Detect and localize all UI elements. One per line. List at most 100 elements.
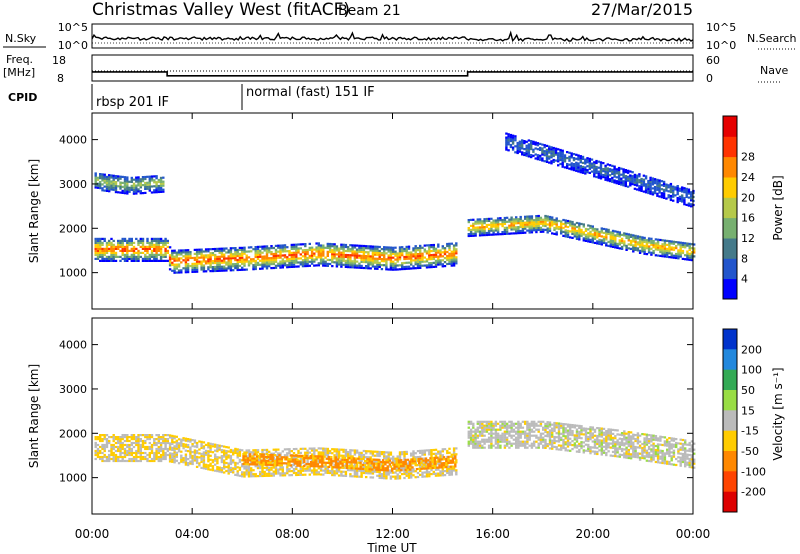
- power-cell: [532, 148, 535, 151]
- velocity-cell: [286, 470, 289, 473]
- power-cell: [153, 255, 156, 258]
- n-search-tick-top: 10^5: [706, 21, 736, 34]
- power-cell: [599, 169, 603, 172]
- power-cell: [496, 231, 500, 234]
- power-cell: [155, 249, 158, 252]
- power-cell: [564, 221, 567, 224]
- power-cell: [148, 241, 151, 244]
- velocity-cell: [377, 468, 380, 471]
- power-cell: [173, 263, 176, 266]
- velocity-cell: [485, 422, 489, 425]
- velocity-cell: [344, 454, 348, 458]
- velocity-cell: [333, 474, 336, 477]
- power-cell: [96, 255, 100, 258]
- power-cell: [667, 184, 670, 187]
- velocity-cell: [269, 457, 272, 460]
- power-cell: [441, 255, 444, 258]
- velocity-cell: [166, 449, 169, 453]
- power-cell: [117, 239, 120, 242]
- velocity-cell: [175, 459, 178, 462]
- power-cell: [472, 232, 475, 235]
- power-cell: [650, 239, 653, 242]
- velocity-cell: [438, 460, 441, 463]
- power-cell: [344, 253, 348, 257]
- velocity-cell: [288, 448, 291, 451]
- power-cell: [378, 251, 381, 255]
- velocity-cell: [243, 467, 246, 470]
- velocity-cell: [362, 461, 366, 465]
- velocity-cell: [467, 432, 470, 435]
- velocity-cell: [128, 453, 131, 457]
- power-cell: [189, 251, 192, 254]
- power-cell: [492, 219, 495, 222]
- power-cell: [148, 253, 151, 256]
- velocity-cell: [245, 471, 248, 474]
- power-cell: [537, 224, 540, 227]
- power-cell: [259, 259, 262, 262]
- power-cell: [374, 253, 377, 256]
- velocity-cell: [175, 445, 178, 448]
- power-cell: [263, 249, 266, 252]
- velocity-cell: [246, 461, 250, 464]
- velocity-cell: [405, 464, 408, 467]
- power-cell: [546, 219, 549, 222]
- power-cell: [552, 152, 555, 156]
- power-cell: [123, 237, 127, 240]
- velocity-cell: [218, 444, 221, 447]
- power-cell: [139, 184, 142, 187]
- velocity-cell: [241, 475, 244, 478]
- power-cell: [360, 264, 363, 267]
- velocity-cell: [168, 452, 172, 455]
- power-cell: [252, 260, 255, 263]
- power-cell: [662, 188, 666, 191]
- velocity-cell: [254, 449, 257, 452]
- power-cell: [678, 187, 682, 190]
- velocity-cell: [319, 451, 323, 454]
- power-cell: [202, 258, 206, 261]
- power-cell: [666, 243, 669, 246]
- velocity-cell: [168, 446, 172, 449]
- velocity-cell: [139, 457, 142, 461]
- velocity-cell: [331, 468, 334, 471]
- power-cell: [653, 190, 657, 193]
- power-cell: [126, 247, 129, 250]
- velocity-cell: [396, 467, 399, 470]
- power-cell: [259, 251, 262, 254]
- velocity-cell: [153, 455, 156, 459]
- velocity-cell: [232, 453, 235, 456]
- velocity-cell: [292, 462, 296, 465]
- power-cell: [401, 248, 404, 251]
- power-cell: [389, 258, 393, 261]
- power-cell: [346, 262, 350, 265]
- power-cell: [665, 189, 668, 192]
- velocity-cell: [238, 458, 242, 461]
- velocity-cell: [126, 443, 129, 447]
- velocity-cell: [331, 472, 334, 475]
- velocity-cell: [346, 457, 350, 460]
- power-cell: [227, 261, 230, 264]
- power-cell: [247, 264, 251, 267]
- power-cell: [647, 241, 651, 244]
- velocity-cell: [383, 475, 386, 478]
- velocity-cell: [355, 469, 359, 472]
- power-cell: [667, 190, 670, 193]
- power-cell: [286, 264, 289, 267]
- velocity-cell: [207, 454, 210, 457]
- velocity-cell: [216, 458, 219, 461]
- power-cell: [407, 265, 411, 268]
- power-cell: [220, 255, 224, 258]
- velocity-cell: [126, 459, 129, 463]
- velocity-cell: [392, 457, 395, 460]
- power-cell: [405, 267, 408, 270]
- power-cell: [166, 239, 169, 242]
- velocity-cell: [367, 472, 370, 475]
- velocity-cell: [317, 453, 320, 456]
- power-cell: [121, 239, 124, 242]
- velocity-cell: [351, 449, 354, 452]
- velocity-cell: [177, 462, 181, 465]
- power-cell: [148, 185, 151, 188]
- power-cell: [625, 236, 628, 239]
- velocity-cell: [419, 463, 422, 466]
- power-cell: [139, 190, 142, 193]
- power-cell: [214, 269, 217, 273]
